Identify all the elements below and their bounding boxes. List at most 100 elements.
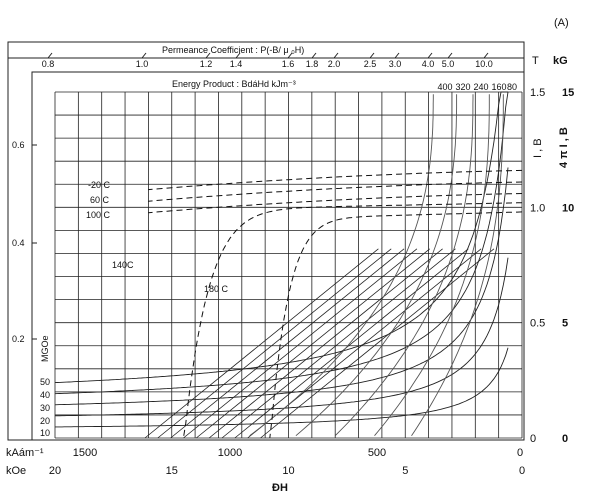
energy-tick-label: 240 (473, 82, 488, 92)
energy-curve (55, 347, 509, 428)
right-tick-kG: 15 (562, 87, 574, 99)
right-tick-kG: 10 (562, 202, 574, 214)
bottom-tick-kOe: 0 (519, 465, 525, 477)
permeance-line (183, 248, 418, 439)
right-tick-T: 1.0 (530, 202, 545, 214)
mgoe-label: MGOe (40, 335, 50, 362)
inner-frame (31, 71, 525, 441)
energy-curve (55, 257, 509, 417)
bottom-tick-kOe: 10 (282, 465, 294, 477)
left-tick-label: 0.2 (12, 334, 25, 344)
top-tick-label: 2.5 (364, 59, 377, 69)
energy-curve-steep (334, 94, 474, 437)
mgoe-tick-label: 20 (40, 416, 50, 426)
top-tick-label: 5.0 (442, 59, 455, 69)
permeance-line (170, 248, 405, 439)
right-tick-kG: 0 (562, 433, 568, 445)
unit-kG: kG (553, 55, 568, 67)
top-tick (333, 52, 339, 59)
bottom-tick-kA: 1000 (218, 447, 242, 459)
top-tick (369, 52, 375, 59)
right-tick-kG: 5 (562, 318, 568, 330)
right-tick-T: 0.5 (530, 318, 545, 330)
top-tick (447, 52, 453, 59)
top-tick (427, 52, 433, 59)
temp-label: -20 C (88, 180, 111, 190)
top-tick (311, 52, 317, 59)
top-tick-label: 2.0 (328, 59, 341, 69)
energy-tick-label: 160 (491, 82, 506, 92)
demag-curve (148, 193, 523, 214)
demag-curve (182, 202, 523, 439)
temp-label: 180 C (204, 284, 229, 294)
top-tick-label: 1.4 (230, 59, 243, 69)
top-tick (235, 52, 241, 59)
axis-label-4piIB: 4 π I , B (558, 127, 570, 168)
top-tick-label: 1.2 (200, 59, 213, 69)
bottom-tick-kOe: 15 (166, 465, 178, 477)
top-tick-label: 1.6 (282, 59, 295, 69)
top-tick (287, 52, 293, 59)
mgoe-tick-label: 10 (40, 428, 50, 438)
demag-curve (148, 169, 523, 191)
permeance-line (234, 248, 469, 439)
unit-kA: kAám⁻¹ (6, 447, 44, 459)
permeance-line (260, 248, 495, 439)
top-tick-label: 10.0 (475, 59, 493, 69)
permeance-line (208, 248, 443, 439)
temp-label: 60 C (90, 195, 110, 205)
energy-curve-steep (411, 94, 504, 436)
demag-curve (148, 181, 523, 202)
mgoe-tick-label: 50 (40, 377, 50, 387)
top-tick-label: 1.8 (306, 59, 319, 69)
bottom-tick-kA: 1500 (73, 447, 97, 459)
axis-label-IB: I , B (532, 138, 544, 158)
temp-label: 140C (112, 260, 134, 270)
x-axis-label: ÐH (272, 482, 288, 494)
demag-curve (269, 211, 523, 439)
right-tick-T: 0 (530, 433, 536, 445)
bottom-tick-kOe: 20 (49, 465, 61, 477)
energy-axis-title: Energy Product : BdáHd kJm⁻³ (172, 79, 296, 89)
bottom-tick-kOe: 5 (402, 465, 408, 477)
right-tick-T: 1.5 (530, 87, 545, 99)
permeance-line (196, 248, 431, 439)
mgoe-tick-label: 40 (40, 390, 50, 400)
energy-curve-steep (249, 94, 434, 437)
energy-curves (54, 91, 509, 437)
top-tick (141, 52, 147, 59)
energy-tick-label: 80 (507, 82, 517, 92)
tick-labels: -20 C 60 C 100 C 140C 180 C 0.8 1.0 1.2 1.4 1.6 1.… (12, 52, 574, 477)
unit-kOe: kOe (6, 465, 26, 477)
panel-label: (A) (554, 17, 569, 29)
top-tick (394, 52, 400, 59)
energy-curve (54, 167, 509, 406)
energy-tick-label: 400 (437, 82, 452, 92)
mgoe-tick-label: 30 (40, 403, 50, 413)
permeance-line (144, 248, 379, 439)
demag-curves (148, 169, 523, 439)
bottom-tick-kA: 500 (368, 447, 386, 459)
top-tick (205, 52, 211, 59)
unit-T: T (532, 55, 539, 67)
top-tick-label: 1.0 (136, 59, 149, 69)
top-tick-label: 3.0 (389, 59, 402, 69)
permeance-line (157, 248, 392, 439)
energy-curve (54, 91, 508, 384)
top-tick-label: 0.8 (42, 59, 55, 69)
top-axis-title: Permeance Coefficient : P(-B/ μ ₀H) (162, 45, 304, 55)
energy-tick-label: 320 (455, 82, 470, 92)
left-tick-label: 0.6 (12, 140, 25, 150)
permeance-line (221, 248, 456, 439)
permeance-lines (144, 248, 495, 439)
bottom-tick-kA: 0 (517, 447, 523, 459)
energy-curve (54, 91, 509, 395)
top-tick (483, 52, 489, 59)
temp-label: 100 C (86, 210, 111, 220)
energy-curve-steep (374, 94, 490, 436)
left-tick-label: 0.4 (12, 238, 25, 248)
energy-curve-steep (295, 94, 458, 437)
top-tick (47, 52, 53, 59)
top-tick-label: 4.0 (422, 59, 435, 69)
